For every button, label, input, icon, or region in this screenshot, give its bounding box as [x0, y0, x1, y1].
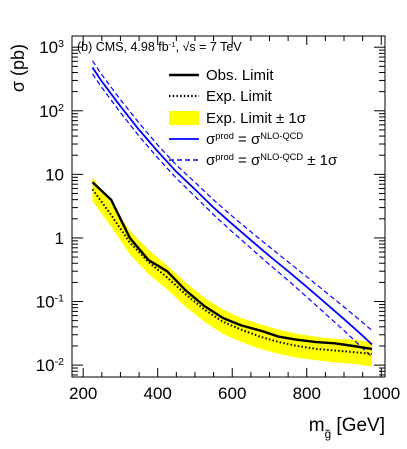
frame-layer	[71, 35, 386, 378]
expected-band-layer	[92, 177, 372, 367]
legend-item-theory_band: σprod = σNLO-QCD ± 1σ	[169, 152, 338, 169]
legend-label: σprod = σNLO-QCD ± 1σ	[206, 152, 338, 169]
legend-item-band: Exp. Limit ± 1σ	[169, 110, 307, 127]
observed-limit-line	[91, 181, 373, 351]
legend-swatch	[169, 111, 199, 125]
theory-upper-line	[92, 60, 373, 331]
x-tick-label: 200	[69, 384, 97, 403]
legend-label: σprod = σNLO-QCD	[206, 131, 303, 148]
legend: Obs. Limit Exp. Limit Exp. Limit ± 1σ σprod…	[169, 67, 338, 169]
theory-line	[91, 66, 373, 346]
expected-limit-band	[92, 177, 372, 367]
x-axis-label: mg̃ [GeV]	[309, 415, 385, 441]
y-tick-label: 102	[39, 102, 64, 121]
x-tick-label: 800	[293, 384, 321, 403]
x-tick-label: 600	[218, 384, 246, 403]
legend-item-obs: Obs. Limit	[169, 67, 274, 84]
legend-label: Exp. Limit ± 1σ	[206, 110, 307, 127]
cms-annotation: (b) CMS, 4.98 fb-1, √s = 7 TeV	[77, 40, 242, 55]
y-tick-label: 1	[55, 229, 64, 248]
theory-lower-line	[92, 73, 373, 358]
expected-limit-line	[91, 188, 373, 355]
y-tick-label: 10	[45, 165, 64, 184]
legend-item-exp: Exp. Limit	[169, 88, 273, 105]
y-axis-label: σ (pb)	[8, 44, 28, 92]
y-tick-label: 10-1	[36, 293, 64, 312]
x-tick-label: 400	[144, 384, 172, 403]
x-tick-label: 1000	[362, 384, 400, 403]
y-tick-label: 103	[39, 38, 64, 57]
legend-item-theory: σprod = σNLO-QCD	[169, 131, 303, 148]
y-tick-label: 10-2	[36, 356, 64, 375]
plot-frame	[71, 35, 386, 378]
series-layer	[91, 60, 373, 358]
legend-label: Exp. Limit	[206, 88, 273, 105]
legend-label: Obs. Limit	[206, 67, 274, 84]
